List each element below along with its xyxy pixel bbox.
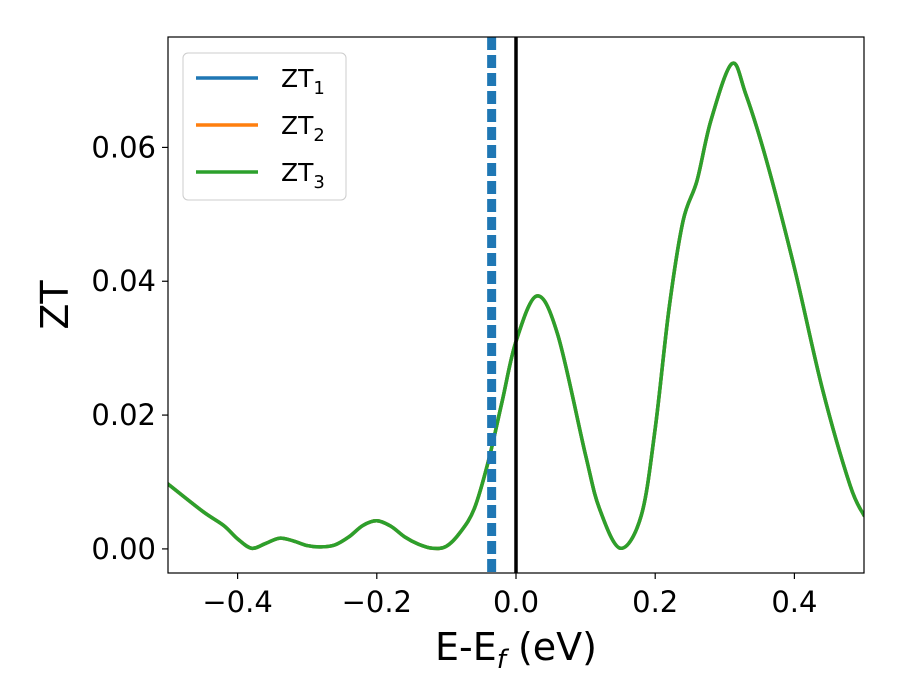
legend-frame [182,52,347,201]
y-tick-label: 0.00 [91,532,156,566]
x-ticks: −0.4 −0.2 0.0 0.2 0.4 [202,573,817,619]
x-tick-label: −0.2 [342,585,412,619]
legend-label-3: ZT3 [281,158,325,193]
x-tick-label: −0.4 [202,585,272,619]
vertical-lines [487,37,518,573]
legend-label-2: ZT2 [281,111,325,146]
x-axis-label: E-Ef (eV) [435,625,597,675]
legend-label-1: ZT1 [281,64,325,99]
y-ticks: 0.00 0.02 0.04 0.06 [91,130,168,566]
x-tick-label: 0.4 [771,585,817,619]
series-layer [168,61,864,551]
legend-items: ZT1 ZT2 ZT3 [196,64,325,193]
y-axis-label: ZT [33,280,77,330]
y-tick-label: 0.06 [91,130,156,164]
series-line-3 [168,61,864,551]
y-tick-label: 0.04 [91,264,156,298]
y-tick-label: 0.02 [91,398,156,432]
x-tick-label: 0.2 [632,585,678,619]
legend: ZT1 ZT2 ZT3 [182,52,347,201]
x-tick-label: 0.0 [493,585,539,619]
